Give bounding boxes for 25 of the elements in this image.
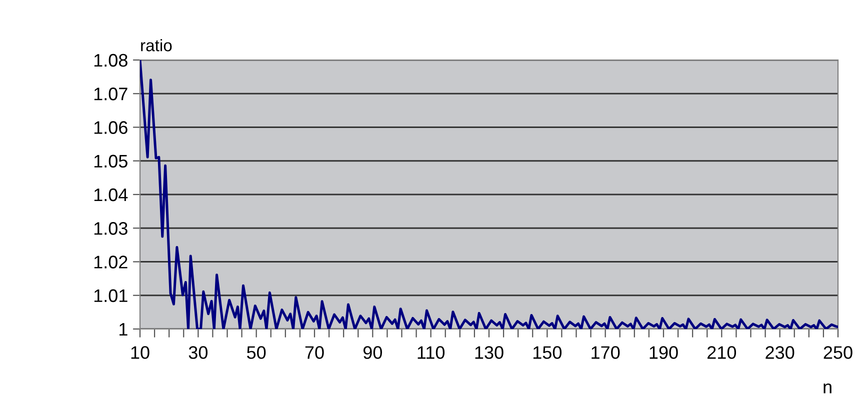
x-tick-label: 190 (650, 346, 678, 359)
x-tick-label: 70 (305, 346, 324, 359)
y-tick-label: 1.07 (94, 88, 128, 100)
y-tick-label: 1.01 (94, 289, 128, 302)
x-tick-label: 150 (533, 346, 562, 359)
y-tick-label: 1.02 (94, 256, 128, 268)
x-tick-label: 50 (247, 346, 266, 359)
x-tick-label: 230 (766, 346, 794, 359)
y-tick-label: 1 (120, 323, 128, 336)
line-series (140, 60, 838, 329)
x-tick-label: 90 (363, 346, 382, 359)
x-tick-label: 210 (708, 346, 736, 359)
y-tick-label: 1.05 (94, 154, 128, 168)
x-tick-label: 250 (824, 346, 852, 359)
x-tick-label: 30 (188, 346, 208, 359)
x-axis-title: n (824, 383, 832, 394)
y-tick-label: 1.08 (94, 54, 128, 67)
x-tick-label: 110 (418, 346, 445, 359)
y-tick-label: 1.06 (94, 121, 128, 134)
x-tick-label: 130 (475, 346, 504, 359)
x-tick-label: 170 (592, 346, 620, 359)
y-tick-label: 1.03 (94, 222, 128, 235)
x-tick-label: 10 (131, 346, 150, 359)
y-tick-label: 1.04 (94, 188, 128, 202)
y-axis-title: ratio (141, 39, 172, 52)
